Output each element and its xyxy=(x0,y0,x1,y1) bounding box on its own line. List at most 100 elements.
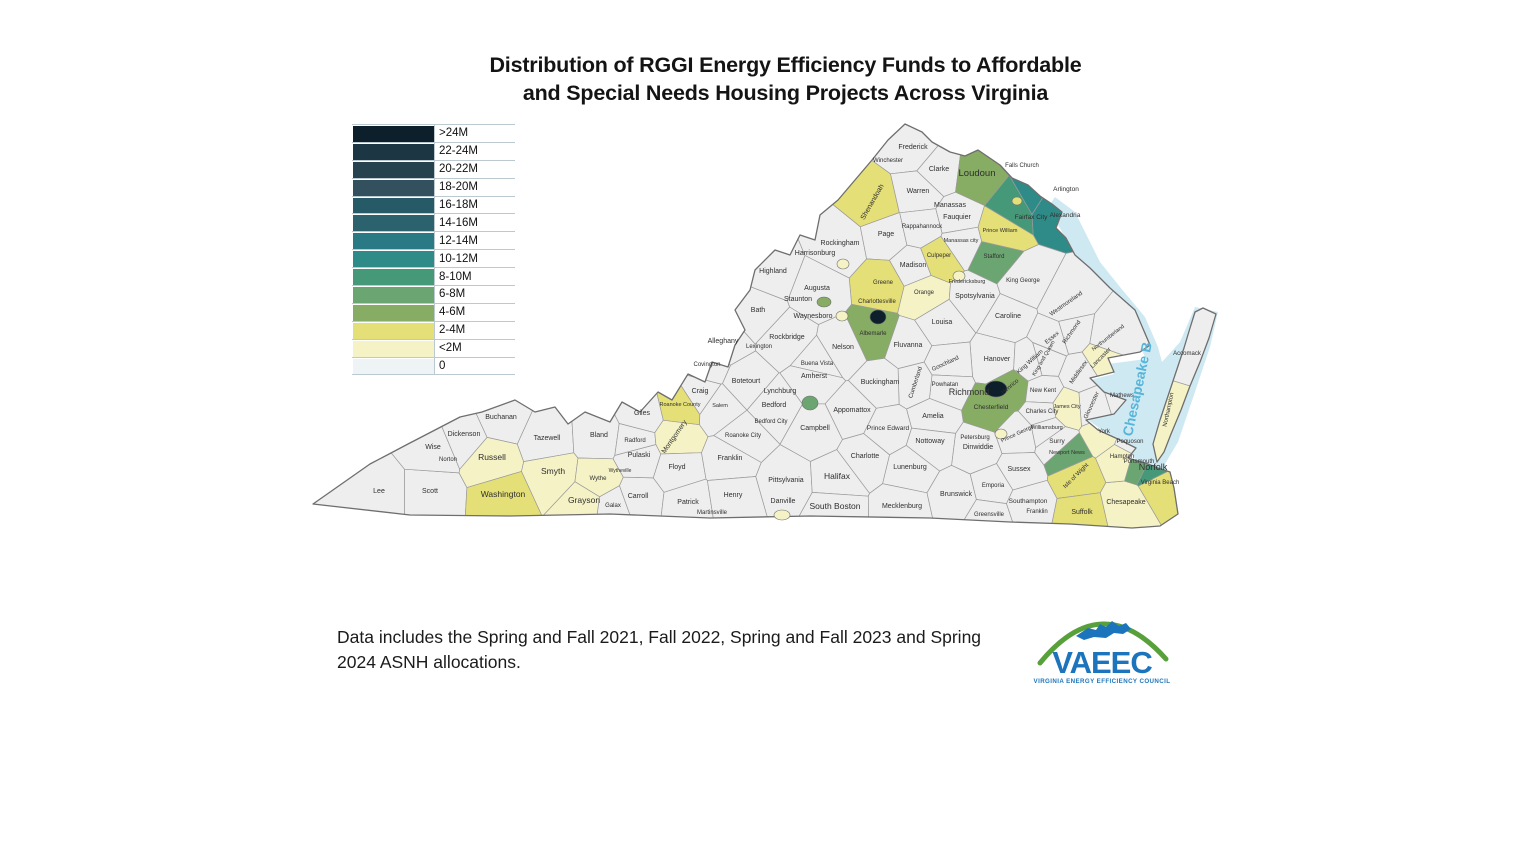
county-shape-giles xyxy=(566,248,664,434)
legend-swatch xyxy=(353,161,434,178)
map-label-buckingham: Buckingham xyxy=(861,379,900,386)
map-label-louisa: Louisa xyxy=(932,319,953,326)
legend-swatch xyxy=(353,340,434,357)
logo-wordmark: VAEEC xyxy=(1052,645,1152,680)
map-label-augusta: Augusta xyxy=(804,285,830,292)
map-label-fredericksburg: Fredericksburg xyxy=(949,279,986,285)
map-label-martinsville: Martinsville xyxy=(697,510,728,516)
map-label-washington: Washington xyxy=(481,489,526,499)
map-label-james-city: James City xyxy=(1053,404,1080,410)
legend-swatch xyxy=(353,304,434,321)
map-label-portsmouth: Portsmouth xyxy=(1124,459,1155,465)
county-shape-area xyxy=(1031,124,1178,254)
legend-swatch xyxy=(353,197,434,214)
legend-row: 4-6M xyxy=(352,303,515,322)
logo-tagline: VIRGINIA ENERGY EFFICIENCY COUNCIL xyxy=(1034,678,1171,685)
map-label-winchester: Winchester xyxy=(873,158,903,164)
map-label-petersburg: Petersburg xyxy=(960,435,989,441)
legend-row: >24M xyxy=(352,125,515,143)
map-label-mecklenburg: Mecklenburg xyxy=(882,503,922,510)
title-line-2: and Special Needs Housing Projects Acros… xyxy=(522,81,1049,105)
city-area-danville xyxy=(773,509,791,521)
map-label-madison: Madison xyxy=(900,262,927,269)
legend-swatch xyxy=(353,269,434,286)
map-label-henry: Henry xyxy=(724,492,743,499)
legend-row: 0 xyxy=(352,357,515,376)
map-label-covington: Covington xyxy=(693,362,720,368)
county-shape-manassas-city xyxy=(940,226,982,272)
map-label-spotsylvania: Spotsylvania xyxy=(955,293,995,300)
map-label-hanover: Hanover xyxy=(984,356,1011,363)
legend-label: 6-8M xyxy=(434,286,515,303)
county-shape-scott xyxy=(404,468,468,528)
map-label-buchanan: Buchanan xyxy=(485,414,517,421)
map-label-appomattox: Appomattox xyxy=(833,407,871,414)
map-label-staunton: Staunton xyxy=(784,296,812,303)
virginia-outline xyxy=(312,123,1179,529)
map-label-salem: Salem xyxy=(712,403,728,409)
map-label-botetourt: Botetourt xyxy=(732,378,760,385)
legend-label: 0 xyxy=(434,357,515,375)
map-label-lexington: Lexington xyxy=(746,344,772,350)
map-label-lee: Lee xyxy=(373,488,385,495)
county-shape-james-city xyxy=(1052,386,1082,431)
legend-row: 14-16M xyxy=(352,214,515,233)
map-label-greene: Greene xyxy=(873,280,894,286)
map-label-williamsburg: Williamsburg xyxy=(1031,425,1062,431)
city-area-lynchburg xyxy=(801,395,819,411)
map-label-emporia: Emporia xyxy=(982,483,1005,489)
legend-label: 20-22M xyxy=(434,160,515,178)
county-shape-lee xyxy=(313,352,405,528)
map-label-chesterfield: Chesterfield xyxy=(974,404,1009,411)
vaeec-logo: VAEEC VIRGINIA ENERGY EFFICIENCY COUNCIL xyxy=(1026,603,1178,687)
map-label-rockingham: Rockingham xyxy=(821,240,860,247)
legend-row: <2M xyxy=(352,339,515,358)
legend-row: 22-24M xyxy=(352,142,515,161)
map-label-suffolk: Suffolk xyxy=(1071,509,1093,516)
legend-row: 10-12M xyxy=(352,250,515,269)
map-label-orange: Orange xyxy=(914,290,935,296)
map-label-roanoke-city: Roanoke City xyxy=(725,433,761,439)
map-label-wythe: Wythe xyxy=(590,476,608,482)
legend-label: 18-20M xyxy=(434,178,515,196)
map-label-galax: Galax xyxy=(605,503,621,509)
map-label-lunenburg: Lunenburg xyxy=(893,464,927,471)
legend-label: 2-4M xyxy=(434,321,515,339)
virginia-choropleth-map: Lee Scott Wise Norton Dickenson Buchanan Russe… xyxy=(310,112,1230,542)
map-label-nottoway: Nottoway xyxy=(915,438,945,445)
map-label-norfolk: Norfolk xyxy=(1139,462,1168,472)
page-title: Distribution of RGGI Energy Efficiency F… xyxy=(413,51,1158,107)
legend-row: 2-4M xyxy=(352,321,515,340)
legend-swatch xyxy=(353,143,434,160)
map-label-caroline: Caroline xyxy=(995,313,1021,320)
logo-arc xyxy=(1037,621,1169,666)
county-shape-dickenson xyxy=(313,124,488,470)
map-label-amelia: Amelia xyxy=(922,413,944,420)
map-label-poquoson: Poquoson xyxy=(1116,439,1143,445)
city-area-harrisonburg xyxy=(836,258,850,270)
map-label-floyd: Floyd xyxy=(668,464,685,471)
map-label-king-george: King George xyxy=(1006,278,1040,284)
city-area-charlottesville xyxy=(869,309,887,325)
map-label-bedford-city: Bedford City xyxy=(754,419,787,425)
city-area-richmond xyxy=(984,380,1008,398)
legend-label: 4-6M xyxy=(434,303,515,321)
map-label-loudoun: Loudoun xyxy=(959,168,996,179)
map-label-mathews: Mathews xyxy=(1110,393,1134,399)
map-label-grayson: Grayson xyxy=(568,495,600,505)
map-label-prince-edward: Prince Edward xyxy=(867,425,910,432)
map-label-highland: Highland xyxy=(759,268,787,275)
legend-row: 8-10M xyxy=(352,268,515,287)
map-label-russell: Russell xyxy=(478,452,506,462)
map-label-arlington: Arlington xyxy=(1053,186,1079,193)
map-label-chesapeake: Chesapeake xyxy=(1106,499,1145,506)
map-label-fairfax-city: Fairfax City xyxy=(1015,214,1049,221)
map-label-carroll: Carroll xyxy=(628,493,649,500)
legend-swatch xyxy=(353,358,434,375)
logo-virginia-shape xyxy=(1076,621,1131,640)
map-label-giles: Giles xyxy=(634,410,650,417)
legend-swatch xyxy=(353,126,434,142)
map-label-bath: Bath xyxy=(751,307,766,314)
map-label-manassas: Manassas xyxy=(934,202,966,209)
